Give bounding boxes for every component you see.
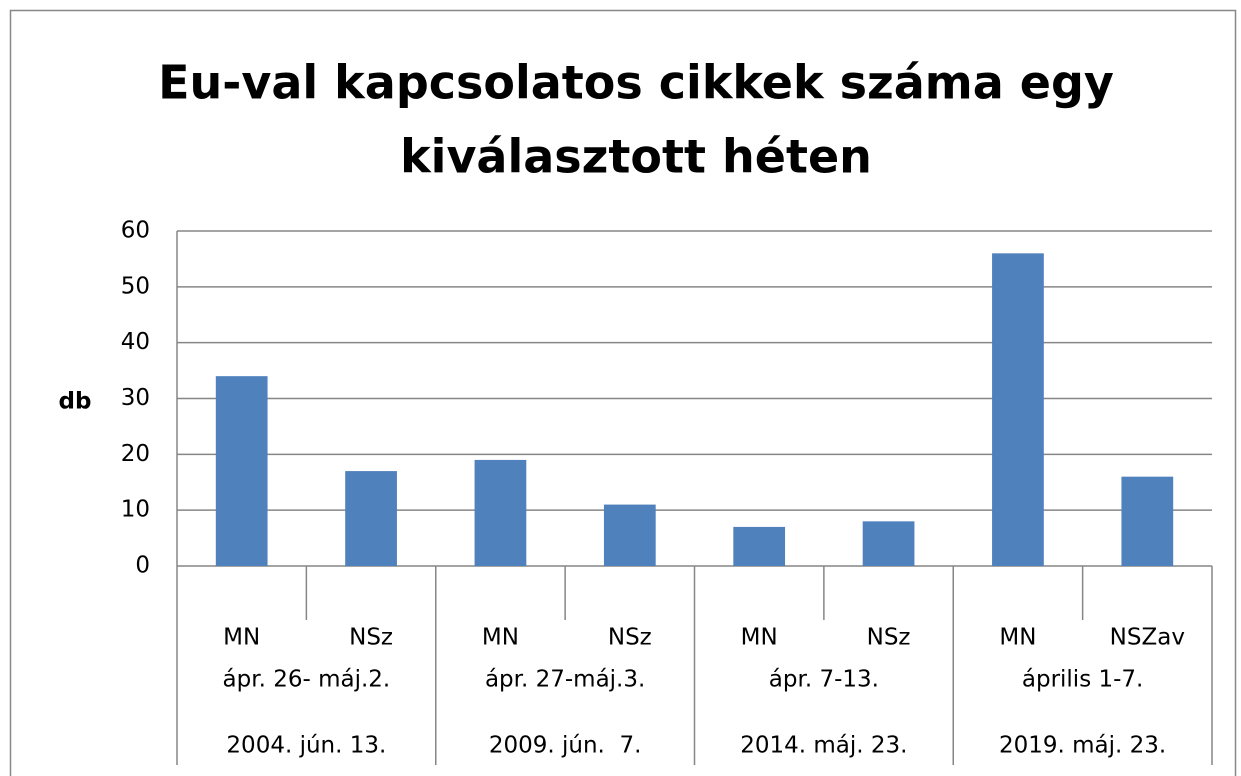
period-label: 2004. jún. 13. bbox=[226, 733, 386, 759]
x-tick-label: MN bbox=[482, 625, 519, 651]
chart-title: kiválasztott héten bbox=[400, 130, 872, 184]
group-label: április 1-7. bbox=[1022, 667, 1144, 693]
bar bbox=[474, 459, 527, 566]
bar bbox=[862, 521, 915, 566]
period-label: 2009. jún. 7. bbox=[489, 733, 642, 759]
y-tick-label: 40 bbox=[121, 329, 150, 355]
group-label: ápr. 27-máj.3. bbox=[485, 667, 645, 693]
chart-title: Eu-val kapcsolatos cikkek száma egy bbox=[158, 56, 1114, 110]
x-tick-label: NSz bbox=[608, 625, 652, 651]
y-axis-label: db bbox=[59, 389, 92, 415]
chart-border bbox=[9, 9, 1237, 776]
bar bbox=[733, 526, 786, 566]
bar bbox=[215, 376, 268, 566]
bar bbox=[992, 253, 1044, 567]
period-label: 2019. máj. 23. bbox=[999, 733, 1166, 759]
y-tick-label: 50 bbox=[121, 273, 150, 299]
bar bbox=[603, 504, 656, 566]
x-tick-label: MN bbox=[999, 625, 1036, 651]
group-label: ápr. 7-13. bbox=[769, 667, 879, 693]
x-tick-label: NSZav bbox=[1110, 625, 1185, 651]
period-label: 2014. máj. 23. bbox=[740, 733, 907, 759]
y-tick-label: 10 bbox=[121, 497, 150, 523]
x-tick-label: NSz bbox=[349, 625, 393, 651]
bar bbox=[345, 471, 397, 566]
y-tick-label: 0 bbox=[135, 553, 150, 579]
y-tick-label: 20 bbox=[121, 441, 150, 467]
bar bbox=[1121, 476, 1174, 566]
y-tick-label: 30 bbox=[121, 385, 150, 411]
group-label: ápr. 26- máj.2. bbox=[223, 667, 391, 693]
x-tick-label: MN bbox=[223, 625, 260, 651]
x-tick-label: NSz bbox=[867, 625, 911, 651]
y-tick-label: 60 bbox=[121, 218, 150, 244]
x-tick-label: MN bbox=[741, 625, 778, 651]
